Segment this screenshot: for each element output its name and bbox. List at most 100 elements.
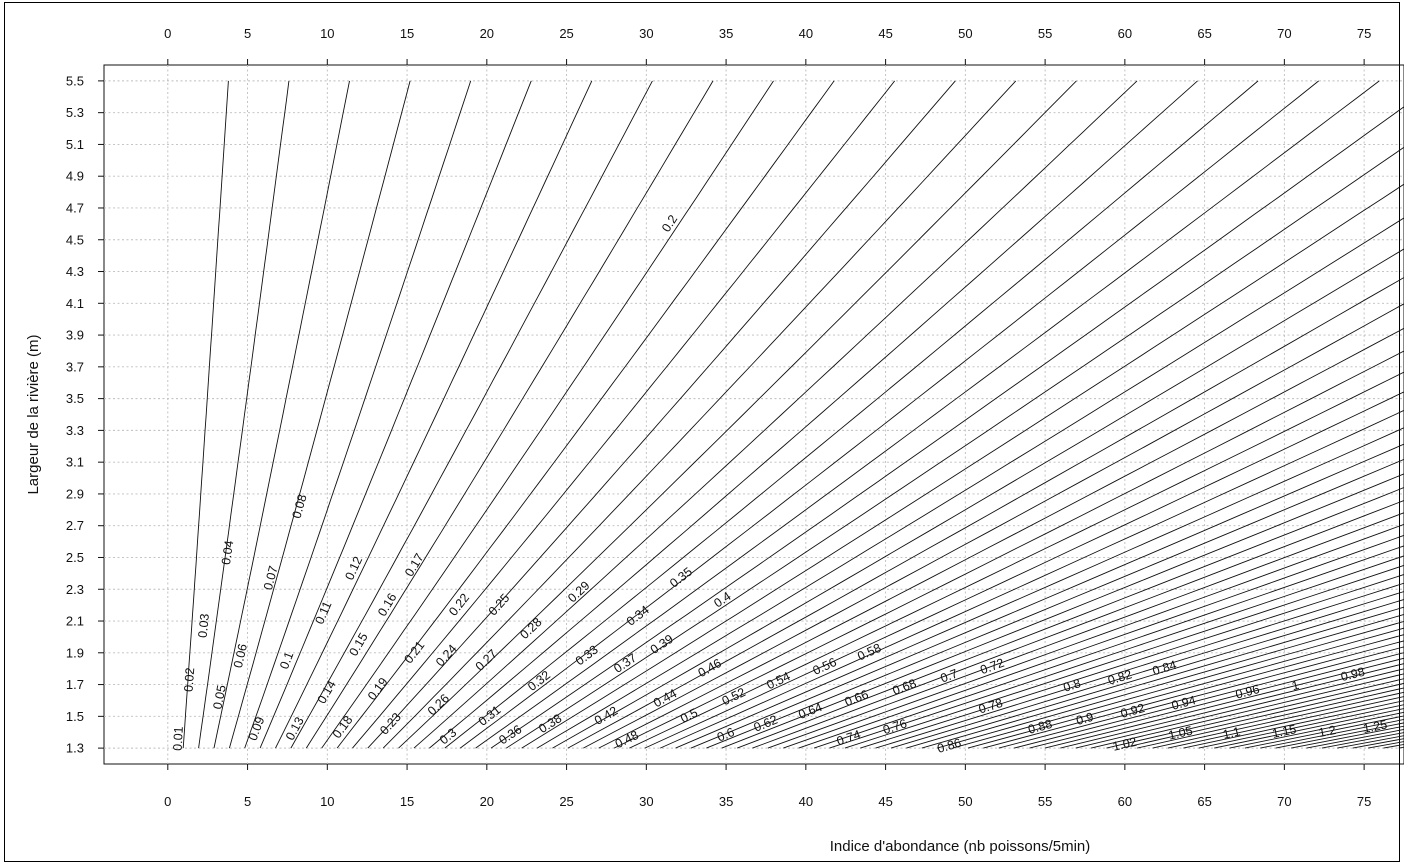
contour-line-0.51: [953, 81, 1404, 748]
contour-line-0.58: [1060, 81, 1404, 748]
x-tick-label-bottom: 10: [320, 794, 334, 809]
x-tick-label-bottom: 15: [400, 794, 414, 809]
x-tick-label-top: 0: [164, 26, 171, 41]
y-tick-label: 1.3: [66, 741, 84, 756]
contour-lines: [183, 81, 1404, 748]
y-tick-label: 3.1: [66, 455, 84, 470]
y-tick-label: 2.5: [66, 550, 84, 565]
contour-line-0.38: [753, 81, 1404, 748]
contour-label-1.02: 1.02: [1111, 735, 1138, 754]
x-tick-label-top: 70: [1277, 26, 1291, 41]
contour-line-0.07: [276, 81, 592, 748]
contour-label-0.27: 0.27: [473, 647, 500, 674]
contour-line-0.33: [676, 81, 1404, 748]
contour-line-0.37: [737, 81, 1404, 748]
contour-label-0.17: 0.17: [402, 551, 427, 579]
contour-line-0.48: [906, 81, 1404, 748]
contour-label-0.92: 0.92: [1119, 701, 1146, 721]
contour-label-0.03: 0.03: [196, 613, 212, 639]
x-tick-label-bottom: 50: [958, 794, 972, 809]
y-tick-label: 4.5: [66, 232, 84, 247]
contour-line-0.35: [706, 81, 1404, 748]
contour-line-0.18: [445, 81, 1258, 748]
contour-line-0.52: [968, 81, 1404, 748]
y-tick-label: 4.1: [66, 296, 84, 311]
contour-label-0.62: 0.62: [752, 713, 780, 735]
y-tick-label: 3.5: [66, 391, 84, 406]
contour-label-0.74: 0.74: [835, 727, 863, 748]
contour-line-0.14: [383, 81, 1016, 748]
x-tick-label-bottom: 35: [719, 794, 733, 809]
x-tick-label-bottom: 70: [1277, 794, 1291, 809]
contour-label-0.04: 0.04: [219, 540, 236, 566]
contour-label-0.05: 0.05: [211, 684, 229, 711]
x-tick-label-bottom: 40: [799, 794, 813, 809]
contour-line-0.57: [1045, 81, 1404, 748]
contour-label-0.08: 0.08: [290, 493, 310, 520]
contour-line-0.25: [553, 81, 1404, 748]
contour-line-0.76: [1337, 81, 1404, 748]
x-tick-label-top: 30: [639, 26, 653, 41]
y-tick-label: 3.9: [66, 328, 84, 343]
plot-area: [104, 65, 1404, 764]
contour-line-0.7: [1245, 81, 1404, 748]
contour-label-0.5: 0.5: [678, 706, 700, 726]
contour-label-0.18: 0.18: [330, 713, 356, 741]
y-tick-label: 4.7: [66, 200, 84, 215]
contour-line-0.41: [799, 81, 1404, 748]
y-tick-label: 2.3: [66, 582, 84, 597]
contour-line-0.73: [1291, 81, 1404, 748]
y-tick-label: 5.3: [66, 105, 84, 120]
x-tick-label-top: 15: [400, 26, 414, 41]
contour-label-0.9: 0.9: [1075, 710, 1095, 728]
contour-label-1.1: 1.1: [1222, 724, 1242, 741]
contour-line-0.63: [1137, 81, 1404, 748]
contour-line-0.34: [691, 81, 1404, 748]
contour-label-0.37: 0.37: [611, 651, 639, 676]
contour-label-0.26: 0.26: [425, 691, 452, 718]
x-axis-title: Indice d'abondance (nb poissons/5min): [830, 838, 1091, 855]
contour-line-0.01: [183, 81, 228, 748]
contour-line-0.75: [1322, 81, 1404, 748]
x-tick-label-bottom: 25: [559, 794, 573, 809]
contour-label-0.35: 0.35: [667, 565, 695, 591]
y-tick-label: 3.7: [66, 359, 84, 374]
contour-label-0.02: 0.02: [181, 667, 197, 692]
x-tick-label-top: 25: [559, 26, 573, 41]
contour-label-0.12: 0.12: [342, 554, 365, 582]
y-tick-label: 1.9: [66, 645, 84, 660]
contour-line-0.16: [414, 81, 1137, 748]
contour-label-0.28: 0.28: [517, 615, 544, 642]
x-tick-label-top: 50: [958, 26, 972, 41]
contour-label-0.07: 0.07: [261, 564, 281, 591]
contour-label-0.98: 0.98: [1339, 665, 1366, 684]
x-tick-label-bottom: 20: [480, 794, 494, 809]
y-tick-label: 2.9: [66, 486, 84, 501]
x-tick-label-top: 75: [1357, 26, 1371, 41]
contour-line-0.12: [353, 81, 895, 748]
contour-line-0.17: [429, 81, 1197, 748]
x-tick-label-top: 35: [719, 26, 733, 41]
contour-label-0.3: 0.3: [437, 725, 459, 747]
contour-line-0.29: [614, 81, 1404, 748]
contour-line-0.31: [645, 81, 1404, 748]
x-tick-label-top: 40: [799, 26, 813, 41]
contour-line-0.61: [1107, 81, 1404, 748]
y-tick-label: 5.1: [66, 137, 84, 152]
x-tick-label-top: 45: [878, 26, 892, 41]
contour-label-0.52: 0.52: [720, 685, 748, 708]
contour-label-0.31: 0.31: [476, 703, 504, 729]
contour-label-0.15: 0.15: [346, 630, 370, 658]
contour-line-0.55: [1014, 81, 1404, 748]
contour-label-1.2: 1.2: [1317, 723, 1337, 740]
contour-label-0.22: 0.22: [446, 591, 472, 619]
contour-line-0.54: [999, 81, 1404, 748]
y-tick-label: 4.3: [66, 264, 84, 279]
x-tick-label-top: 5: [244, 26, 251, 41]
x-tick-label-top: 10: [320, 26, 334, 41]
contour-label-0.21: 0.21: [401, 638, 427, 666]
y-tick-label: 1.7: [66, 677, 84, 692]
x-tick-label-top: 60: [1118, 26, 1132, 41]
y-tick-label: 2.1: [66, 614, 84, 629]
contour-line-0.22: [506, 81, 1404, 748]
